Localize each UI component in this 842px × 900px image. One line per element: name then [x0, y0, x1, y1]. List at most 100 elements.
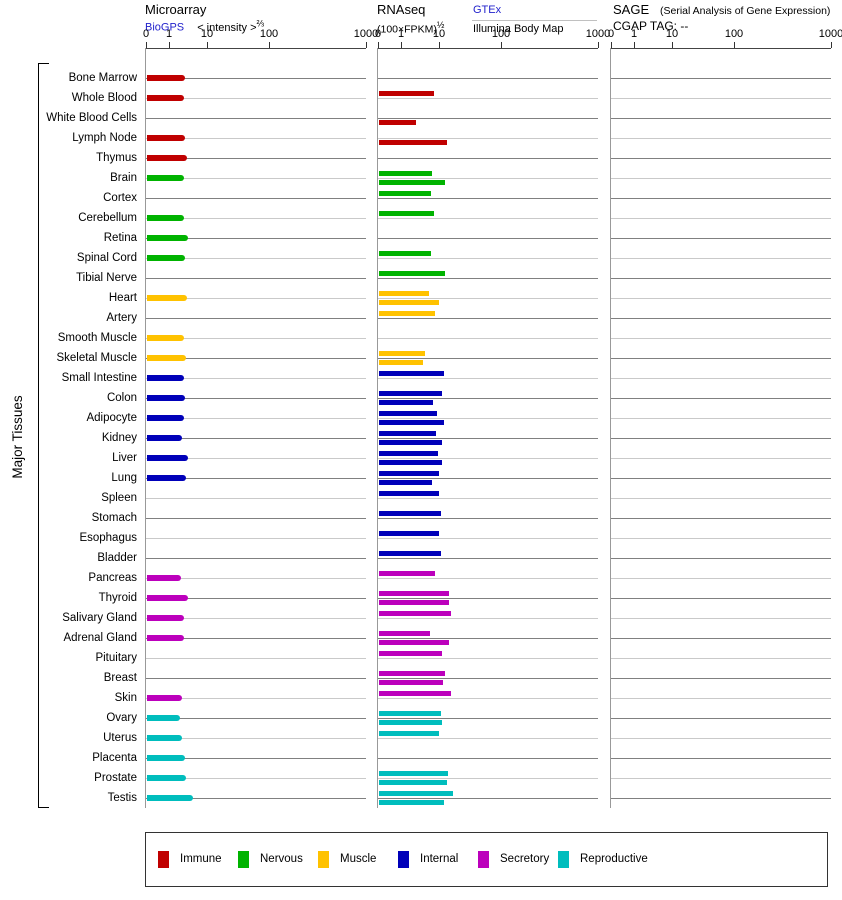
- row-grid-line: [378, 718, 598, 719]
- biogps-link[interactable]: BioGPS: [145, 21, 185, 34]
- row-grid-line: [611, 318, 831, 319]
- gtex-bar-esophagus: [379, 531, 440, 536]
- tissue-label: Cortex: [103, 192, 137, 204]
- gtex-bar-cerebellum: [379, 211, 435, 216]
- tissue-label: Esophagus: [79, 532, 137, 544]
- tissue-label: Skeletal Muscle: [56, 352, 137, 364]
- gtex-bar-spinal-cord: [379, 251, 432, 256]
- axis-tick-label: 1: [397, 28, 405, 40]
- row-grid-line: [146, 258, 366, 259]
- row-grid-line: [378, 198, 598, 199]
- row-grid-line: [611, 278, 831, 279]
- axis-line: [378, 48, 598, 49]
- legend-label: Internal: [420, 853, 459, 865]
- gtex-bar-testis: [379, 791, 454, 796]
- microarray-bar-adipocyte: [147, 415, 184, 421]
- row-grid-line: [378, 178, 598, 179]
- tissue-label: Lung: [111, 472, 137, 484]
- row-grid-line: [146, 638, 366, 639]
- microarray-bar-kidney: [147, 435, 183, 441]
- rnaseq-title: RNAseq: [377, 2, 426, 17]
- row-grid-line: [146, 458, 366, 459]
- row-grid-line: [611, 738, 831, 739]
- row-grid-line: [378, 378, 598, 379]
- gtex-bar-whole-blood: [379, 91, 435, 96]
- row-grid-line: [146, 758, 366, 759]
- legend-label: Immune: [180, 853, 222, 865]
- tissue-label: Tibial Nerve: [76, 272, 137, 284]
- axis-tick: [611, 42, 612, 48]
- axis-tick: [734, 42, 735, 48]
- axis-tick: [439, 42, 440, 48]
- gtex-divider: [472, 20, 597, 21]
- gtex-bar-salivary-gland: [379, 611, 452, 616]
- row-grid-line: [146, 418, 366, 419]
- gtex-bar-thyroid: [379, 591, 450, 596]
- row-grid-line: [146, 278, 366, 279]
- illumina-bar-thyroid: [379, 600, 449, 605]
- gtex-bar-pancreas: [379, 571, 435, 576]
- row-grid-line: [146, 238, 366, 239]
- row-grid-line: [611, 298, 831, 299]
- axis-tick-label: 1000: [818, 28, 842, 40]
- legend-label: Nervous: [260, 853, 303, 865]
- row-grid-line: [611, 718, 831, 719]
- illumina-bar-adipocyte: [379, 420, 445, 425]
- microarray-bar-skeletal-muscle: [147, 355, 187, 361]
- gtex-link[interactable]: GTEx: [473, 4, 502, 16]
- row-grid-line: [378, 238, 598, 239]
- illumina-bar-liver: [379, 460, 442, 465]
- row-grid-line: [146, 198, 366, 199]
- gtex-bar-liver: [379, 451, 438, 456]
- tissue-label: Retina: [103, 232, 137, 244]
- row-grid-line: [146, 718, 366, 719]
- row-grid-line: [378, 658, 598, 659]
- axis-tick: [501, 42, 502, 48]
- tissue-label: Stomach: [91, 512, 137, 524]
- gtex-bar-ovary: [379, 711, 442, 716]
- microarray-bar-spinal-cord: [147, 255, 186, 261]
- legend: Immune Nervous Muscle Internal Secretory Repr…: [145, 832, 828, 887]
- row-grid-line: [378, 138, 598, 139]
- axis-tick: [169, 42, 170, 48]
- row-grid-line: [146, 618, 366, 619]
- row-grid-line: [378, 778, 598, 779]
- row-grid-line: [611, 118, 831, 119]
- row-grid-line: [146, 498, 366, 499]
- illumina-bar-white-blood-cells: [379, 120, 416, 125]
- legend-swatch-internal: [398, 850, 409, 868]
- tissue-label: Ovary: [106, 712, 137, 724]
- gtex-bar-colon: [379, 391, 442, 396]
- axis-tick-label: 0: [607, 28, 615, 40]
- row-grid-line: [611, 658, 831, 659]
- illumina-bar-prostate: [379, 780, 448, 785]
- tissue-label: Spleen: [101, 492, 137, 504]
- gtex-bar-artery: [379, 311, 435, 316]
- illumina-bar-lung: [379, 480, 432, 485]
- row-grid-line: [378, 598, 598, 599]
- row-grid-line: [611, 258, 831, 259]
- illumina-bar-ovary: [379, 720, 442, 725]
- microarray-bar-thyroid: [147, 595, 189, 601]
- tissue-label: Salivary Gland: [62, 612, 137, 624]
- row-grid-line: [611, 358, 831, 359]
- microarray-bar-placenta: [147, 755, 185, 761]
- rnaseq-panel: 0 1 10 100 1000: [375, 28, 610, 808]
- tissue-label: Adrenal Gland: [63, 632, 137, 644]
- row-grid-line: [378, 458, 598, 459]
- illumina-bar-breast: [379, 680, 444, 685]
- axis-tick-label: 100: [259, 28, 279, 40]
- row-grid-line: [611, 638, 831, 639]
- row-grid-line: [378, 298, 598, 299]
- row-grid-line: [378, 758, 598, 759]
- row-grid-line: [611, 378, 831, 379]
- row-grid-line: [378, 358, 598, 359]
- row-grid-line: [146, 478, 366, 479]
- row-grid-line: [611, 218, 831, 219]
- illumina-bar-adrenal-gland: [379, 640, 450, 645]
- microarray-bar-pancreas: [147, 575, 181, 581]
- row-grid-line: [611, 678, 831, 679]
- row-grid-line: [611, 398, 831, 399]
- axis-tick-label: 1: [165, 28, 173, 40]
